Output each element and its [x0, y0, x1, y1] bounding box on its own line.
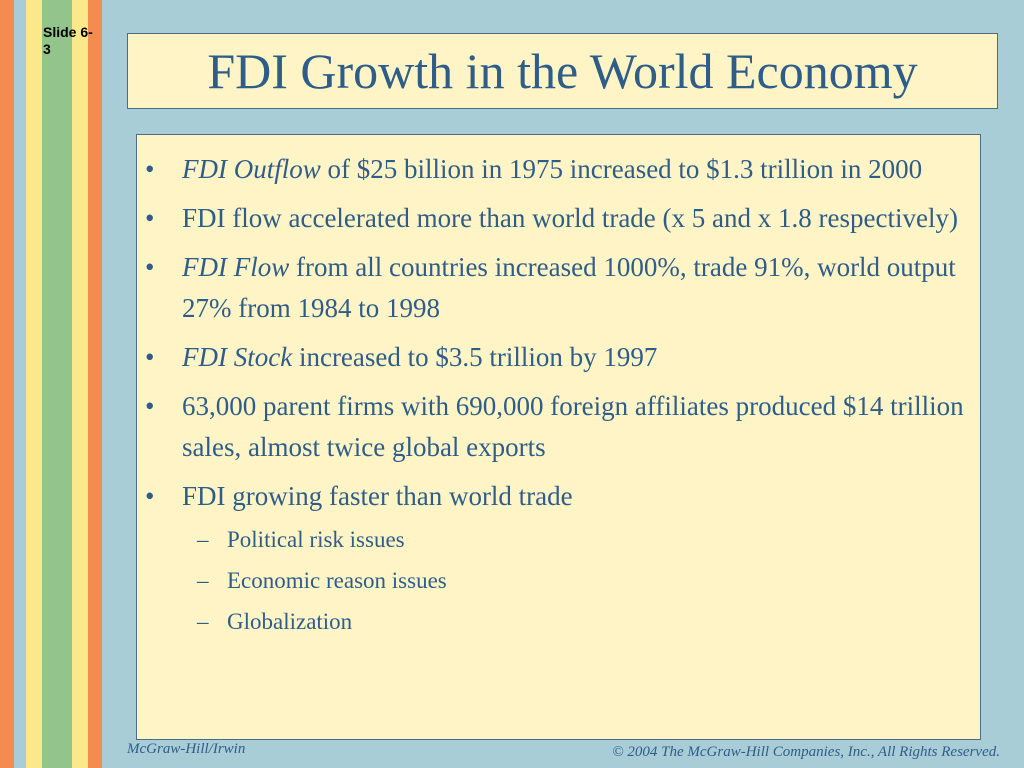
decorative-stripe-green [42, 0, 72, 768]
bullet-text: 63,000 parent firms with 690,000 foreign… [182, 391, 964, 462]
bullet-item: • FDI growing faster than world trade – … [137, 476, 970, 642]
sub-bullet-text: Globalization [227, 609, 353, 634]
bullet-icon: • [145, 154, 155, 184]
bullet-item: • FDI Flow from all countries increased … [137, 247, 970, 329]
dash-icon: – [197, 568, 209, 593]
bullet-text: of $25 billion in 1975 increased to $1.3… [320, 154, 923, 184]
content-box: • FDI Outflow of $25 billion in 1975 inc… [136, 134, 981, 740]
bullet-icon: • [145, 391, 155, 421]
bullet-text: FDI flow accelerated more than world tra… [182, 203, 958, 233]
decorative-stripe-blue [14, 0, 26, 768]
sub-bullet-text: Economic reason issues [227, 568, 447, 593]
bullet-emphasis: FDI Flow [182, 252, 290, 282]
bullet-icon: • [145, 481, 155, 511]
bullet-emphasis: FDI Stock [182, 342, 293, 372]
title-box: FDI Growth in the World Economy [127, 33, 998, 109]
sub-bullet-item: – Globalization [182, 601, 970, 642]
bullet-item: • 63,000 parent firms with 690,000 forei… [137, 386, 970, 468]
bullet-text: increased to $3.5 trillion by 1997 [292, 342, 658, 372]
bullet-text: from all countries increased 1000%, trad… [182, 252, 956, 323]
bullet-icon: • [145, 252, 155, 282]
dash-icon: – [197, 609, 209, 634]
decorative-stripe-yellow-right [72, 0, 88, 768]
sub-bullet-text: Political risk issues [227, 527, 405, 552]
bullet-icon: • [145, 203, 155, 233]
footer-copyright: © 2004 The McGraw-Hill Companies, Inc., … [612, 744, 1000, 760]
bullet-list: • FDI Outflow of $25 billion in 1975 inc… [137, 149, 970, 642]
bullet-emphasis: FDI Outflow [182, 154, 321, 184]
sub-bullet-item: – Economic reason issues [182, 560, 970, 601]
sub-bullet-item: – Political risk issues [182, 519, 970, 560]
slide-title: FDI Growth in the World Economy [207, 43, 918, 99]
decorative-stripe-orange-right [88, 0, 102, 768]
decorative-stripe-orange-left [0, 0, 14, 768]
bullet-item: • FDI flow accelerated more than world t… [137, 198, 970, 239]
footer-publisher: McGraw-Hill/Irwin [127, 741, 246, 757]
bullet-item: • FDI Outflow of $25 billion in 1975 inc… [137, 149, 970, 190]
decorative-stripe-yellow-left [26, 0, 42, 768]
dash-icon: – [197, 527, 209, 552]
bullet-item: • FDI Stock increased to $3.5 trillion b… [137, 337, 970, 378]
bullet-icon: • [145, 342, 155, 372]
slide-number: Slide 6-3 [43, 24, 93, 57]
sub-bullet-list: – Political risk issues – Economic reaso… [182, 519, 970, 642]
bullet-text: FDI growing faster than world trade [182, 481, 573, 511]
